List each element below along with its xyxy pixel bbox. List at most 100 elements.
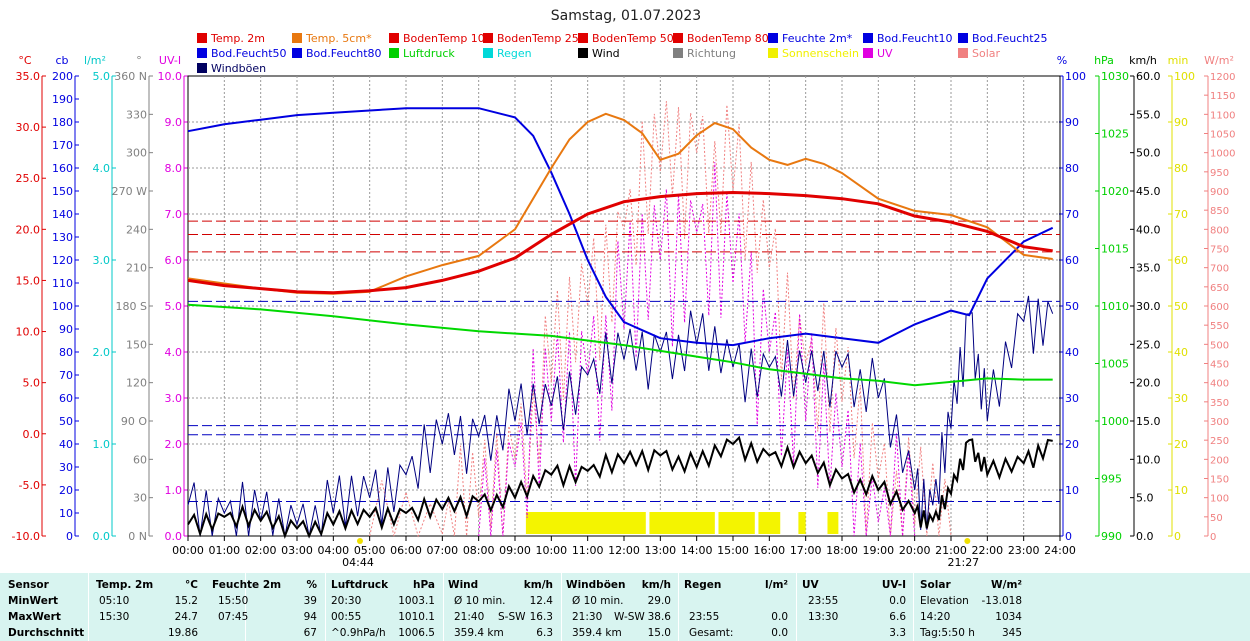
wind-value: 16.3 [529, 611, 553, 623]
sunshine-bar [758, 512, 781, 534]
left-tick-label: 1.0 [165, 484, 183, 497]
left-axis-unit: l/m² [84, 54, 106, 67]
left-tick-label: 330 [126, 108, 147, 121]
statistics-table: Sensor Temp. 2m °C Feuchte 2m% Luftdruck hPa W… [0, 573, 1250, 641]
left-tick-label: 210 [126, 262, 147, 275]
left-tick-label: 50 [59, 415, 73, 428]
left-tick-label: 150 [52, 185, 73, 198]
header-solar-unit: W/m² [991, 579, 1022, 591]
right-tick-label: 1000 [1101, 415, 1129, 428]
right-tick-label: 850 [1210, 206, 1229, 217]
header-rain-unit: l/m² [765, 579, 788, 591]
left-axis-unit: ° [136, 54, 142, 67]
header-humidity-unit: % [306, 579, 317, 591]
temp-time: 15:30 [99, 611, 130, 623]
right-tick-label: 30 [1174, 392, 1188, 405]
x-axis: 00:00 01:00 02:00 03:00 04:00 05:00 06:00 07:00… [172, 536, 1076, 569]
solar-info: 14:20 [920, 611, 951, 623]
sunshine-bar [649, 512, 715, 534]
row-label: Durchschnitt [8, 627, 85, 639]
wind-value: 6.3 [536, 627, 553, 639]
series-temp-5cm [187, 112, 1053, 295]
right-tick-label: 1000 [1210, 149, 1235, 160]
left-axis-unit: °C [18, 54, 32, 67]
sunshine-bar [525, 512, 646, 534]
legend-label: Bod.Feucht10 [877, 32, 953, 45]
temp-value: 24.7 [174, 611, 198, 623]
right-tick-label: 60 [1174, 254, 1188, 267]
right-tick-label: 700 [1210, 264, 1229, 275]
x-tick-label: 20:00 [899, 544, 931, 557]
right-tick-label: 55.0 [1136, 108, 1161, 121]
gust-value: 29.0 [647, 595, 671, 607]
right-tick-label: 90 [1174, 116, 1188, 129]
sunset-label: 21:27 [947, 556, 979, 569]
legend-label: Bod.Feucht25 [972, 32, 1048, 45]
legend-label: Sonnenschein [782, 47, 859, 60]
header-sensor: Sensor [8, 579, 49, 591]
left-tick-label: -5.0 [19, 479, 40, 492]
solar-info: Tag:5:50 h [920, 627, 975, 639]
left-tick-label: 0.0 [165, 530, 183, 543]
legend-swatch [483, 48, 493, 58]
left-tick-label: 160 [52, 162, 73, 175]
series-uv [478, 161, 916, 537]
solar-value: -13.018 [981, 595, 1022, 607]
series-wind [187, 435, 1053, 540]
right-tick-label: 40 [1065, 346, 1079, 359]
left-tick-label: 5.0 [165, 300, 183, 313]
humidity-value: 94 [303, 611, 317, 623]
right-tick-label: 100 [1065, 70, 1086, 83]
column-separator [443, 573, 444, 641]
right-tick-label: 20 [1174, 438, 1188, 451]
gust-info: Ø 10 min. [572, 595, 624, 607]
x-tick-label: 06:00 [390, 544, 422, 557]
left-tick-label: 15.0 [16, 274, 41, 287]
x-tick-label: 15:00 [717, 544, 749, 557]
left-tick-label: 30.0 [16, 121, 41, 134]
rain-info: 23:55 [689, 611, 720, 623]
header-solar: Solar [920, 579, 951, 591]
temp-value: 19.86 [167, 627, 198, 639]
legend-label: Feuchte 2m* [782, 32, 853, 45]
legend-swatch [768, 48, 778, 58]
legend-label: Bod.Feucht80 [306, 47, 382, 60]
grid [188, 76, 1060, 536]
right-tick-label: 60 [1065, 254, 1079, 267]
x-tick-label: 04:00 [317, 544, 349, 557]
series-pressure [187, 303, 1053, 387]
right-tick-label: 150 [1210, 475, 1229, 486]
left-tick-label: 9.0 [165, 116, 183, 129]
right-tick-label: 1100 [1210, 110, 1235, 121]
weather-chart: Samstag, 01.07.2023 Temp. 2m Temp. 5cm* Bo… [12, 8, 1236, 569]
right-tick-label: 200 [1210, 455, 1229, 466]
left-tick-label: 270 W [112, 185, 147, 198]
legend-swatch [673, 48, 683, 58]
row-label: MinWert [8, 595, 59, 607]
legend-swatch [863, 33, 873, 43]
row-label: MaxWert [8, 611, 61, 623]
right-axis-unit: W/m² [1204, 54, 1234, 67]
rain-value: 0.0 [771, 611, 788, 623]
solar-value: 1034 [995, 611, 1022, 623]
x-tick-label: 23:00 [1008, 544, 1040, 557]
right-tick-label: 1020 [1101, 185, 1129, 198]
legend-label: Wind [592, 47, 620, 60]
gust-value: 15.0 [647, 627, 671, 639]
header-temp-unit: °C [185, 579, 198, 591]
right-tick-label: 10 [1174, 484, 1188, 497]
right-tick-label: 0.0 [1136, 530, 1154, 543]
sunrise-label: 04:44 [342, 556, 374, 569]
legend-swatch [197, 63, 207, 73]
gust-value: 38.6 [647, 611, 671, 623]
axes: °C 35.0 30.0 25.0 20.0 15.0 10.0 5.0 0.0 -5.0 -10.… [12, 54, 1236, 543]
column-separator [678, 573, 679, 641]
right-tick-label: 50 [1065, 300, 1079, 313]
left-tick-label: 70 [59, 369, 73, 382]
legend-label: UV [877, 47, 893, 60]
x-tick-label: 03:00 [281, 544, 313, 557]
left-tick-label: 180 S [116, 300, 147, 313]
wind-info: Ø 10 min. [454, 595, 506, 607]
left-tick-label: 6.0 [165, 254, 183, 267]
left-tick-label: 90 O [121, 415, 147, 428]
